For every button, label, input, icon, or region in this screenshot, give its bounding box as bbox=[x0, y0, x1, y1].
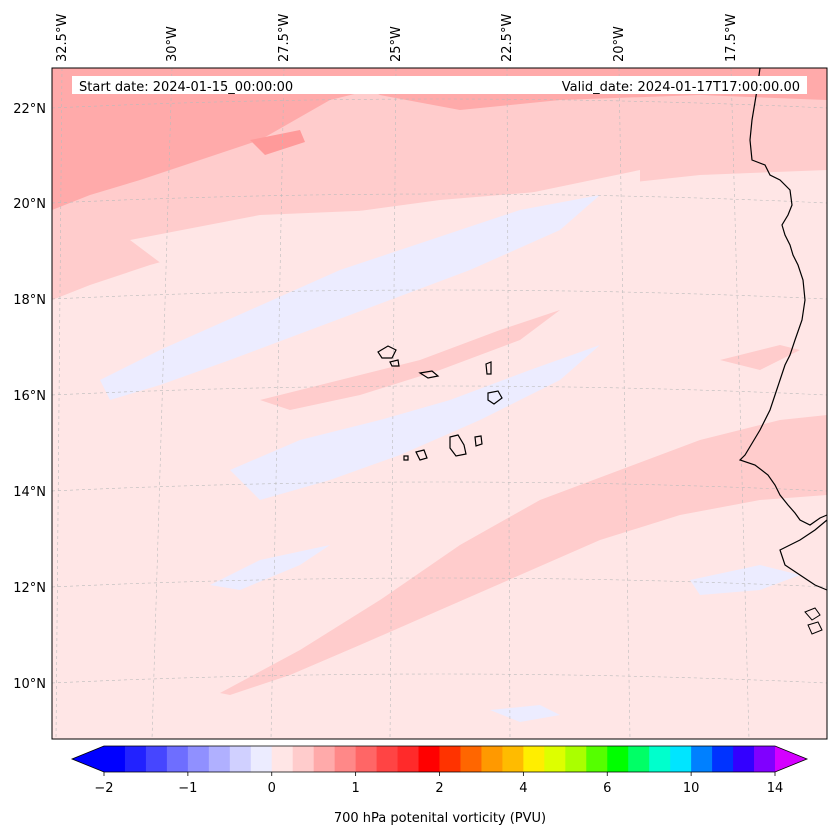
latitude-label: 12°N bbox=[13, 581, 46, 596]
cape-verde-islands bbox=[377, 345, 503, 461]
pv-contour-lavender-main bbox=[100, 195, 600, 400]
map-panel bbox=[51, 67, 828, 740]
colorbar-segment bbox=[313, 746, 336, 772]
colorbar-segment bbox=[712, 746, 734, 772]
latitude-label: 18°N bbox=[13, 293, 46, 308]
colorbar-segment bbox=[670, 746, 692, 772]
latitude-label: 16°N bbox=[13, 389, 46, 404]
pv-contour-darker-north bbox=[52, 68, 420, 210]
latitude-label: 14°N bbox=[13, 485, 46, 500]
africa-coastline bbox=[738, 67, 828, 526]
colorbar-under-arrow bbox=[72, 746, 104, 772]
colorbar-segment bbox=[523, 746, 545, 772]
colorbar-segment bbox=[145, 746, 168, 772]
colorbar-tick-label: 14 bbox=[767, 781, 784, 796]
colorbar-segment bbox=[271, 746, 294, 772]
colorbar-segment bbox=[565, 746, 587, 772]
latitude-label: 10°N bbox=[13, 677, 46, 692]
colorbar-segment bbox=[544, 746, 566, 772]
colorbar-segment bbox=[292, 746, 315, 772]
colorbar-segment bbox=[104, 746, 126, 772]
colorbar-over-arrow bbox=[775, 746, 807, 772]
colorbar-tick-label: 0 bbox=[268, 781, 276, 796]
island-brava bbox=[403, 455, 409, 461]
colorbar-segment bbox=[439, 746, 461, 772]
colorbar-segment bbox=[691, 746, 713, 772]
pv-contour-pale-inner bbox=[130, 170, 640, 270]
longitude-label: 20°W bbox=[612, 26, 627, 62]
colorbar-segment bbox=[481, 746, 503, 772]
colorbar-segment bbox=[607, 746, 629, 772]
colorbar-segment bbox=[754, 746, 776, 772]
longitude-label: 25°W bbox=[389, 26, 404, 62]
colorbar-tick-label: 4 bbox=[519, 781, 527, 796]
header-box bbox=[72, 76, 807, 94]
bijagos-islands bbox=[804, 607, 823, 635]
pv-contour-pink-band-south bbox=[220, 415, 827, 695]
colorbar-tick-label: −2 bbox=[94, 781, 113, 796]
island-santiago bbox=[449, 434, 467, 457]
island-fogo bbox=[415, 449, 428, 461]
pv-contour-lavender-mid bbox=[230, 345, 600, 500]
colorbar-segment bbox=[250, 746, 273, 772]
graticule bbox=[51, 67, 828, 740]
longitude-label: 32.5°W bbox=[55, 14, 70, 62]
longitude-label: 27.5°W bbox=[277, 14, 292, 62]
colorbar-segment bbox=[628, 746, 650, 772]
colorbar-segment bbox=[166, 746, 189, 772]
colorbar-segment bbox=[649, 746, 671, 772]
start-date-label: Start date: 2024-01-15_00:00:00 bbox=[79, 80, 293, 95]
colorbar-segment bbox=[208, 746, 231, 772]
island-sao-vicente bbox=[389, 359, 400, 367]
pv-contour-pink-band-mid bbox=[260, 310, 560, 410]
colorbar-segment bbox=[460, 746, 482, 772]
colorbar-segment bbox=[397, 746, 420, 772]
island-boa-vista bbox=[487, 390, 503, 405]
pv-contour-red-streak bbox=[250, 130, 305, 155]
island-maio bbox=[474, 435, 483, 447]
longitude-labels: 32.5°W 30°W 27.5°W 25°W 22.5°W 20°W 17.5°W bbox=[55, 14, 739, 62]
colorbar-segment bbox=[187, 746, 210, 772]
colorbar-title: 700 hPa potenital vorticity (PVU) bbox=[334, 811, 546, 826]
island-santo-antao bbox=[377, 345, 397, 359]
latitude-labels: 22°N 20°N 18°N 16°N 14°N 12°N 10°N bbox=[13, 102, 46, 692]
colorbar bbox=[70, 745, 809, 773]
map-frame bbox=[51, 67, 828, 740]
colorbar-segment bbox=[124, 746, 147, 772]
pv-contour-lavender-small bbox=[490, 705, 560, 722]
latitude-label: 22°N bbox=[13, 102, 46, 117]
pv-contour-pink-northeast bbox=[720, 345, 800, 370]
colorbar-segment bbox=[334, 746, 357, 772]
africa-coastline-south bbox=[779, 519, 828, 591]
longitude-label: 22.5°W bbox=[500, 14, 515, 62]
pv-contour-lavender-south bbox=[210, 545, 330, 590]
colorbar-tick-label: 6 bbox=[603, 781, 611, 796]
colorbar-tick-label: 1 bbox=[351, 781, 359, 796]
latitude-label: 20°N bbox=[13, 197, 46, 212]
colorbar-ticks: −2 −1 0 1 2 4 6 10 14 bbox=[94, 772, 783, 796]
island-sao-nicolau bbox=[418, 370, 440, 379]
valid-date-label: Valid_date: 2024-01-17T17:00:00.00 bbox=[562, 80, 800, 95]
colorbar-segment bbox=[586, 746, 608, 772]
colorbar-segment bbox=[502, 746, 524, 772]
colorbar-tick-label: 2 bbox=[435, 781, 443, 796]
longitude-label: 17.5°W bbox=[724, 14, 739, 62]
island-sal bbox=[485, 361, 492, 375]
longitude-label: 30°W bbox=[165, 26, 180, 62]
colorbar-segment bbox=[418, 746, 440, 772]
colorbar-segment bbox=[733, 746, 755, 772]
colorbar-segment bbox=[376, 746, 399, 772]
colorbar-segment bbox=[229, 746, 252, 772]
colorbar-tick-label: −1 bbox=[178, 781, 197, 796]
colorbar-segment bbox=[355, 746, 378, 772]
colorbar-tick-label: 10 bbox=[683, 781, 700, 796]
